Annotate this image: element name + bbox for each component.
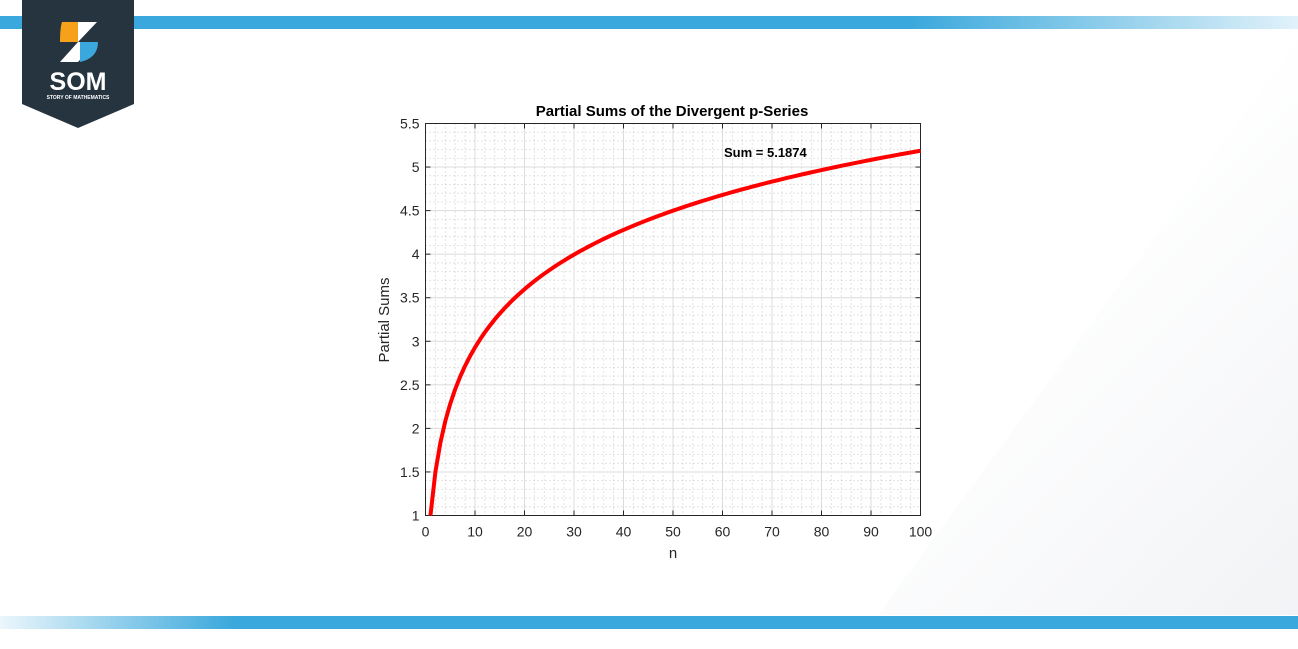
y-tick-label: 1 bbox=[412, 508, 420, 524]
bottom-accent-bar bbox=[0, 616, 1298, 629]
y-tick-label: 4 bbox=[412, 246, 420, 262]
y-tick-label: 5 bbox=[412, 159, 420, 175]
grid bbox=[425, 123, 921, 516]
x-tick-label: 80 bbox=[814, 524, 830, 540]
y-tick-label: 1.5 bbox=[400, 464, 420, 480]
som-logo: SOM STORY OF MATHEMATICS bbox=[22, 0, 134, 128]
y-axis-label: Partial Sums bbox=[376, 277, 393, 362]
x-tick-label: 20 bbox=[517, 524, 533, 540]
y-tick-label: 3 bbox=[412, 333, 420, 349]
y-tick-label: 4.5 bbox=[400, 203, 420, 219]
chart-title: Partial Sums of the Divergent p-Series bbox=[536, 103, 809, 120]
x-tick-label: 40 bbox=[616, 524, 632, 540]
x-axis-label: n bbox=[669, 545, 677, 562]
top-accent-bar bbox=[0, 16, 1298, 29]
y-tick-labels: 1 1.5 2 2.5 3 3.5 4 4.5 5 5.5 bbox=[400, 116, 420, 524]
logo-subtitle: STORY OF MATHEMATICS bbox=[47, 95, 110, 101]
y-tick-label: 5.5 bbox=[400, 116, 420, 132]
x-tick-label: 50 bbox=[665, 524, 681, 540]
x-tick-label: 100 bbox=[909, 524, 933, 540]
x-tick-label: 10 bbox=[467, 524, 483, 540]
logo-text: SOM bbox=[50, 68, 107, 96]
x-tick-labels: 0 10 20 30 40 50 60 70 80 90 100 bbox=[422, 524, 933, 540]
x-tick-label: 90 bbox=[863, 524, 879, 540]
x-tick-label: 0 bbox=[422, 524, 430, 540]
sum-annotation: Sum = 5.1874 bbox=[724, 145, 808, 160]
tick-marks bbox=[425, 123, 921, 516]
x-tick-label: 60 bbox=[715, 524, 731, 540]
y-tick-label: 3.5 bbox=[400, 290, 420, 306]
y-tick-label: 2 bbox=[412, 420, 420, 436]
series-line bbox=[428, 148, 921, 516]
x-tick-label: 30 bbox=[566, 524, 582, 540]
x-tick-label: 70 bbox=[764, 524, 780, 540]
y-tick-label: 2.5 bbox=[400, 377, 420, 393]
